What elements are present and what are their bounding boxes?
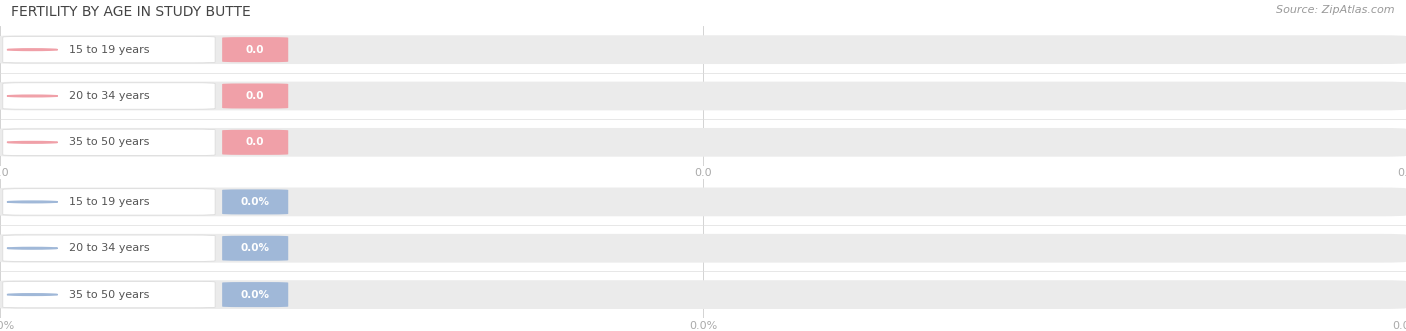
FancyBboxPatch shape bbox=[222, 189, 288, 214]
Circle shape bbox=[7, 201, 58, 203]
Text: 35 to 50 years: 35 to 50 years bbox=[69, 137, 149, 147]
FancyBboxPatch shape bbox=[3, 189, 215, 215]
FancyBboxPatch shape bbox=[222, 130, 288, 155]
Text: 35 to 50 years: 35 to 50 years bbox=[69, 290, 149, 300]
FancyBboxPatch shape bbox=[0, 82, 1406, 110]
Text: 20 to 34 years: 20 to 34 years bbox=[69, 91, 149, 101]
Text: 15 to 19 years: 15 to 19 years bbox=[69, 45, 149, 55]
Circle shape bbox=[7, 95, 58, 97]
FancyBboxPatch shape bbox=[222, 236, 288, 261]
Circle shape bbox=[7, 49, 58, 51]
FancyBboxPatch shape bbox=[0, 128, 1406, 157]
Circle shape bbox=[7, 141, 58, 143]
Text: 0.0: 0.0 bbox=[246, 45, 264, 55]
FancyBboxPatch shape bbox=[3, 235, 215, 261]
FancyBboxPatch shape bbox=[3, 36, 215, 63]
Text: 0.0: 0.0 bbox=[246, 137, 264, 147]
Text: Source: ZipAtlas.com: Source: ZipAtlas.com bbox=[1277, 5, 1395, 15]
Text: 0.0%: 0.0% bbox=[240, 290, 270, 300]
Text: 0.0%: 0.0% bbox=[240, 197, 270, 207]
Text: 20 to 34 years: 20 to 34 years bbox=[69, 243, 149, 253]
FancyBboxPatch shape bbox=[222, 37, 288, 62]
FancyBboxPatch shape bbox=[3, 129, 215, 156]
FancyBboxPatch shape bbox=[3, 83, 215, 109]
Text: 0.0: 0.0 bbox=[246, 91, 264, 101]
FancyBboxPatch shape bbox=[0, 35, 1406, 64]
FancyBboxPatch shape bbox=[0, 280, 1406, 309]
Text: 0.0%: 0.0% bbox=[240, 243, 270, 253]
FancyBboxPatch shape bbox=[3, 281, 215, 308]
Circle shape bbox=[7, 294, 58, 296]
FancyBboxPatch shape bbox=[222, 282, 288, 307]
FancyBboxPatch shape bbox=[0, 234, 1406, 262]
Circle shape bbox=[7, 247, 58, 249]
Text: FERTILITY BY AGE IN STUDY BUTTE: FERTILITY BY AGE IN STUDY BUTTE bbox=[11, 5, 252, 19]
Text: 15 to 19 years: 15 to 19 years bbox=[69, 197, 149, 207]
FancyBboxPatch shape bbox=[0, 188, 1406, 216]
FancyBboxPatch shape bbox=[222, 83, 288, 109]
